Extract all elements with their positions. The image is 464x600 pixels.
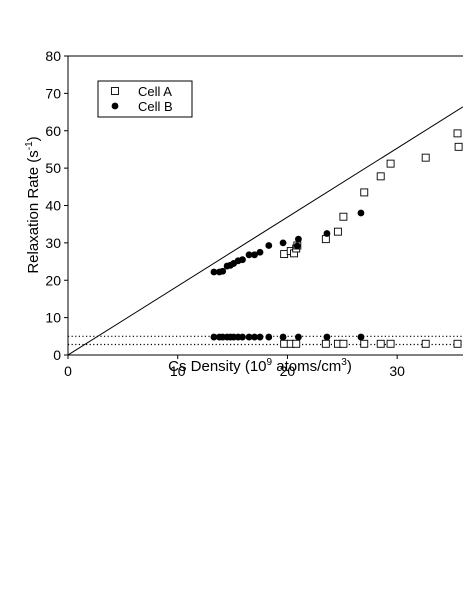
cell-b-circle-marker [279, 333, 287, 341]
cell-b-circle-marker [357, 333, 365, 341]
y-tick-label: 80 [45, 48, 61, 64]
cell-b-circle-marker [239, 256, 246, 264]
cell-b-circle-marker [251, 251, 258, 259]
cell-a-square-marker [376, 339, 385, 348]
cell-b-circle-marker [279, 239, 287, 247]
cell-a-square-marker [453, 339, 462, 348]
legend-cell-b-marker [111, 102, 119, 110]
data-markers [210, 129, 463, 348]
cell-b-circle-marker [295, 333, 302, 341]
cell-a-square-marker [333, 227, 342, 236]
x-tick-label: 20 [280, 363, 296, 379]
cell-b-circle-marker [357, 209, 365, 217]
legend-cell-a-marker [111, 87, 119, 95]
cell-b-circle-marker [323, 333, 331, 341]
cell-a-square-marker [292, 339, 301, 348]
cell-b-circle-marker [295, 235, 302, 243]
cell-b-circle-marker [256, 248, 264, 256]
x-tick-label: 30 [389, 363, 405, 379]
cell-b-circle-marker [210, 268, 218, 276]
y-tick-label: 0 [53, 347, 61, 363]
y-tick-label: 20 [45, 272, 61, 288]
cell-b-circle-marker [323, 230, 331, 237]
cell-a-square-marker [386, 159, 395, 168]
cell-b-circle-marker [239, 333, 246, 341]
cell-a-square-marker [453, 129, 462, 138]
cell-b-circle-marker [210, 333, 218, 341]
cell-a-square-marker [339, 212, 348, 221]
y-tick-label: 10 [45, 310, 61, 326]
legend-box [97, 80, 193, 118]
cell-a-square-marker [376, 172, 385, 181]
cell-b-circle-marker [265, 333, 273, 341]
y-tick-label: 50 [45, 160, 61, 176]
cell-b-circle-marker [245, 333, 253, 341]
cell-a-square-marker [421, 339, 430, 348]
cell-a-square-marker [280, 339, 289, 348]
y-axis-label: Relaxation Rate (s-1) [24, 136, 42, 273]
legend-label: Cell A [138, 84, 172, 99]
cell-a-square-marker [321, 339, 330, 348]
cell-b-circle-marker [219, 267, 227, 275]
cell-a-square-marker [386, 339, 395, 348]
cell-b-circle-marker [251, 333, 258, 341]
cell-a-square-marker [360, 188, 369, 197]
cell-a-square-marker [454, 142, 463, 151]
cell-b-circle-marker [256, 333, 264, 341]
y-tick-label: 70 [45, 85, 61, 101]
x-tick-label: 0 [64, 363, 72, 379]
cell-b-circle-marker [245, 251, 253, 259]
legend-label: Cell B [138, 99, 173, 114]
y-tick-label: 40 [45, 198, 61, 214]
x-tick-label: 10 [170, 363, 186, 379]
cell-a-square-marker [339, 339, 348, 348]
x-axis-label: Cs Density (109 atoms/cm3) [168, 357, 352, 375]
cell-a-square-marker [421, 153, 430, 162]
cell-b-circle-marker [265, 242, 273, 249]
cell-a-square-marker [280, 250, 289, 259]
plot-lines [68, 106, 463, 355]
y-tick-label: 30 [45, 235, 61, 251]
cell-a-square-marker [360, 339, 369, 348]
fit-line [68, 106, 463, 355]
y-tick-label: 60 [45, 123, 61, 139]
plot-axes: 0 10 20 30 40 50 60 70 80 0 10 20 30 [45, 48, 463, 379]
cell-b-circle-marker [293, 242, 301, 250]
